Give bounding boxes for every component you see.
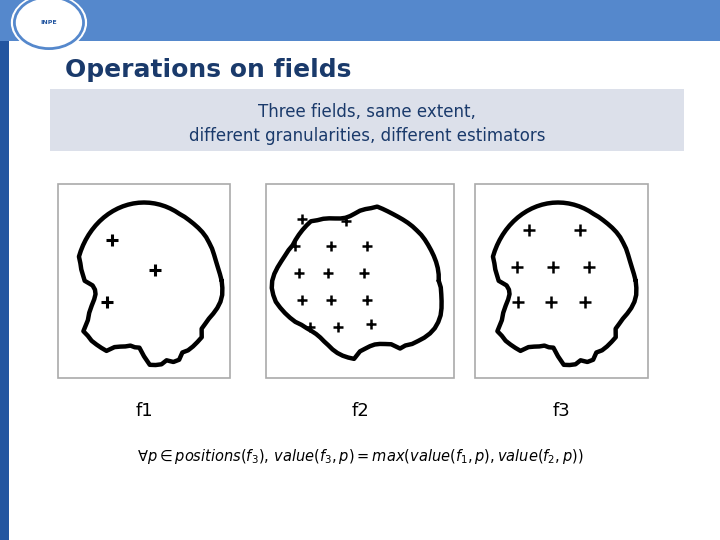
Text: Operations on fields: Operations on fields xyxy=(65,58,351,82)
Text: f2: f2 xyxy=(351,402,369,420)
Text: f3: f3 xyxy=(553,402,570,420)
Text: Three fields, same extent,: Three fields, same extent, xyxy=(258,103,476,121)
Bar xyxy=(266,184,454,378)
Text: f1: f1 xyxy=(135,402,153,420)
Bar xyxy=(50,89,684,151)
Bar xyxy=(0,0,9,540)
Text: $\forall p \in positions(f_3),\, value(f_3,p) = max(value(f_1,p),value(f_2,p))$: $\forall p \in positions(f_3),\, value(f… xyxy=(137,447,583,466)
Text: INPE: INPE xyxy=(40,20,58,25)
Text: different granularities, different estimators: different granularities, different estim… xyxy=(189,127,546,145)
Bar xyxy=(475,184,648,378)
Bar xyxy=(58,184,230,378)
Bar xyxy=(0,0,720,40)
Circle shape xyxy=(12,0,86,51)
